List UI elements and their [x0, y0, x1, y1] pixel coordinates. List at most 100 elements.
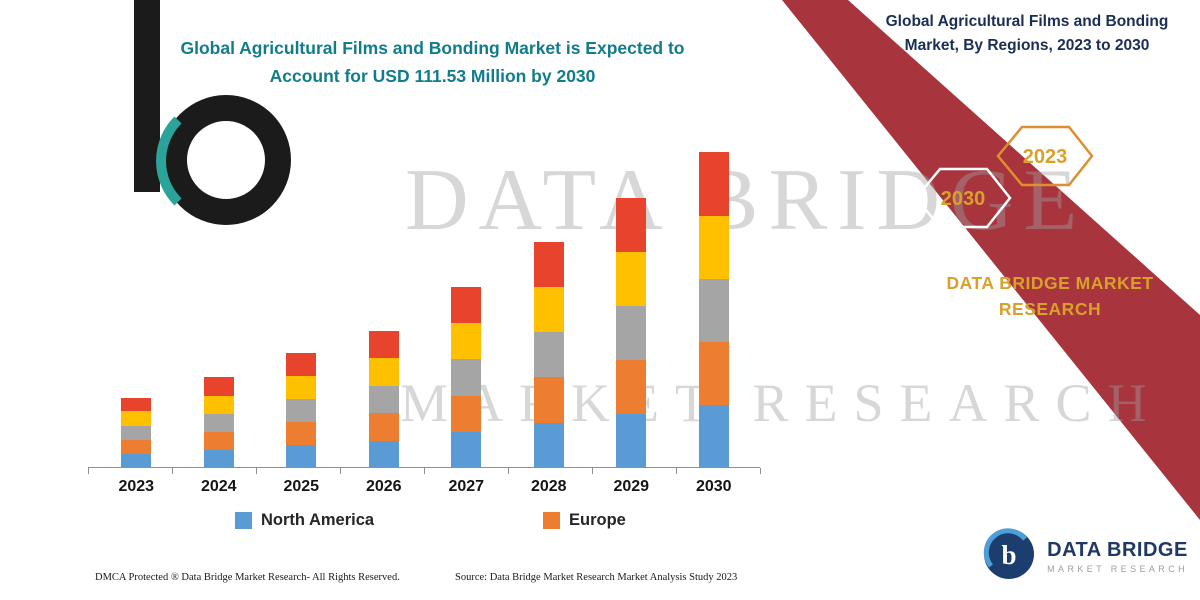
bar-segment — [286, 353, 317, 377]
bar-segment — [533, 286, 564, 333]
bar-segment — [616, 198, 647, 252]
x-axis-label-2027: 2027 — [448, 478, 485, 495]
x-axis-line — [88, 467, 760, 468]
legend-item-europe: Europe — [543, 511, 626, 530]
bar-segment — [286, 376, 317, 400]
bar-segment — [451, 395, 482, 432]
bar-segment — [698, 215, 729, 279]
hexagon-right-outline — [996, 125, 1094, 187]
bar-segment — [698, 151, 729, 216]
stacked-bar-2030 — [698, 151, 729, 468]
bar-segment — [121, 397, 152, 412]
chart-legend: North America Europe — [95, 511, 755, 539]
stacked-bar-2023 — [121, 397, 152, 468]
x-axis-label-2028: 2028 — [530, 478, 567, 495]
bar-segment — [121, 439, 152, 454]
bar-column-2027 — [425, 128, 508, 468]
bar-segment — [121, 411, 152, 426]
hexagon-left-label: 2030 — [941, 188, 986, 210]
bar-segment — [203, 449, 234, 468]
data-bridge-logo-icon — [126, 0, 306, 245]
bar-segment — [368, 413, 399, 441]
footer-brand-title: DATA BRIDGE — [1047, 539, 1188, 561]
watermark-market-research: MARKET RESEARCH — [400, 373, 1163, 433]
bar-segment — [698, 278, 729, 342]
axis-tick — [509, 468, 593, 474]
stacked-bar-chart — [95, 128, 755, 468]
svg-text:b: b — [1002, 540, 1017, 570]
legend-label: North America — [261, 511, 375, 529]
hexagon-left-outline — [914, 167, 1012, 229]
right-panel-title: Global Agricultural Films and Bonding Ma… — [885, 13, 1169, 55]
bar-segment — [203, 413, 234, 432]
axis-tick — [257, 468, 341, 474]
axis-tick — [593, 468, 677, 474]
bar-segment — [533, 377, 564, 423]
stacked-bar-2026 — [368, 331, 399, 468]
stacked-bar-2025 — [286, 353, 317, 468]
bar-segment — [368, 440, 399, 468]
bar-segment — [286, 399, 317, 423]
x-axis-label-2030: 2030 — [695, 478, 732, 495]
bar-segment — [616, 413, 647, 468]
bar-column-2028 — [508, 128, 591, 468]
bar-column-2023 — [95, 128, 178, 468]
x-axis-label-2025: 2025 — [283, 478, 320, 495]
axis-tick — [341, 468, 425, 474]
legend-swatch — [543, 512, 560, 529]
hexagon-right-label: 2023 — [1023, 146, 1068, 168]
source-note: Source: Data Bridge Market Research Mark… — [455, 572, 738, 583]
bar-segment — [286, 445, 317, 468]
bar-segment — [533, 422, 564, 468]
bar-column-2026 — [343, 128, 426, 468]
bar-segment — [698, 341, 729, 405]
bar-segment — [203, 431, 234, 450]
chart-title: Global Agricultural Films and Bonding Ma… — [180, 38, 685, 87]
bar-segment — [368, 385, 399, 414]
bar-segment — [616, 359, 647, 414]
bar-segment — [451, 359, 482, 396]
bar-segment — [451, 431, 482, 468]
axis-tick — [89, 468, 173, 474]
footer-brand-subtitle: MARKET RESEARCH — [1047, 564, 1188, 574]
bar-segment — [368, 358, 399, 386]
stacked-bar-2027 — [451, 287, 482, 468]
bar-segment — [533, 242, 564, 287]
bar-column-2029 — [590, 128, 673, 468]
x-axis-label-2024: 2024 — [200, 478, 237, 495]
x-axis-label-2026: 2026 — [365, 478, 402, 495]
x-axis-label-2029: 2029 — [613, 478, 650, 495]
bar-segment — [451, 323, 482, 360]
dmca-notice: DMCA Protected ® Data Bridge Market Rese… — [95, 572, 400, 583]
bar-column-2025 — [260, 128, 343, 468]
legend-swatch — [235, 512, 252, 529]
bar-segment — [616, 305, 647, 360]
legend-item-north-america: North America — [235, 511, 374, 530]
axis-tick — [677, 468, 761, 474]
stacked-bar-2024 — [203, 377, 234, 468]
stacked-bar-2028 — [533, 242, 564, 468]
bar-segment — [368, 331, 399, 359]
footer-brand-logo: b DATA BRIDGE MARKET RESEARCH — [981, 526, 1188, 587]
bar-segment — [533, 332, 564, 378]
bar-segment — [121, 453, 152, 468]
bar-segment — [286, 422, 317, 446]
legend-label: Europe — [569, 511, 626, 529]
bar-segment — [121, 425, 152, 440]
bar-segment — [616, 251, 647, 306]
stacked-bar-2029 — [616, 198, 647, 468]
bar-column-2030 — [673, 128, 756, 468]
bar-segment — [451, 287, 482, 324]
axis-tick — [425, 468, 509, 474]
bar-column-2024 — [178, 128, 261, 468]
bar-segment — [698, 404, 729, 468]
footer-brand-text: DATA BRIDGE MARKET RESEARCH — [1047, 539, 1188, 574]
data-bridge-logo-icon: b — [981, 526, 1037, 587]
axis-tick — [173, 468, 257, 474]
bar-segment — [203, 377, 234, 396]
x-axis-label-2023: 2023 — [118, 478, 155, 495]
brand-wordmark-gold: DATA BRIDGE MARKET RESEARCH — [946, 273, 1154, 320]
x-axis-labels: 2023 2024 2025 2026 2027 2028 2029 2030 — [95, 478, 755, 496]
year-hexagons: 2030 2023 — [912, 116, 1102, 247]
